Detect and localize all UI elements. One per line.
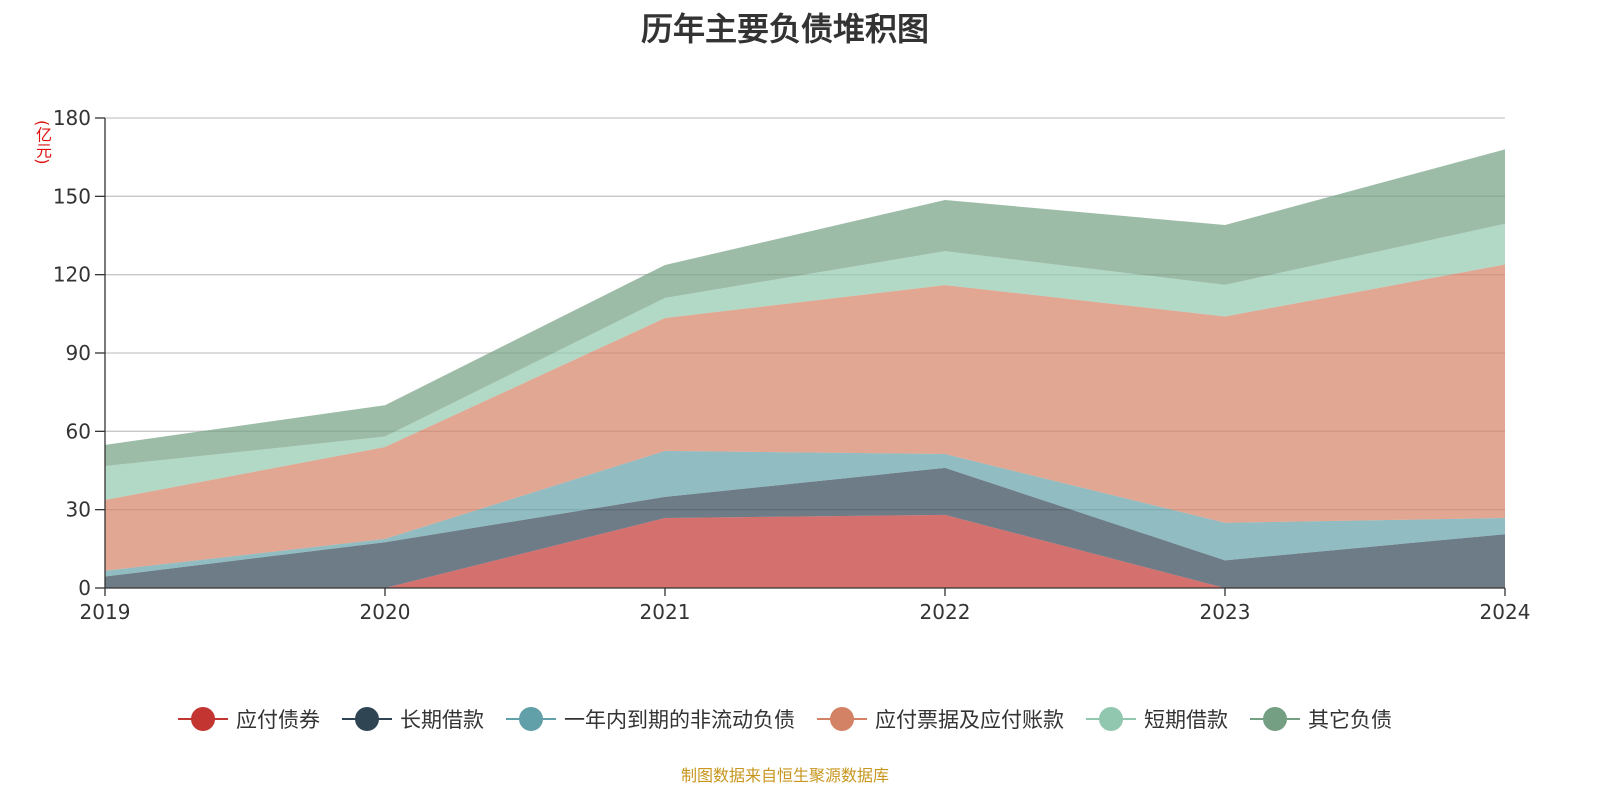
- legend-marker-icon: [342, 705, 392, 733]
- area-5: [105, 149, 1505, 467]
- x-tick-label: 2024: [1480, 600, 1531, 624]
- y-tick-label: 150: [53, 184, 91, 208]
- legend-label: 一年内到期的非流动负债: [564, 708, 795, 732]
- x-tick-label: 2019: [80, 600, 131, 624]
- y-tick-label: 0: [78, 576, 91, 600]
- legend-item[interactable]: 一年内到期的非流动负债: [506, 704, 795, 734]
- legend-label: 应付债券: [236, 708, 320, 732]
- chart-title: 历年主要负债堆积图: [640, 10, 929, 48]
- x-tick-label: 2021: [640, 600, 691, 624]
- x-tick-label: 2023: [1200, 600, 1251, 624]
- x-tick-label: 2022: [920, 600, 971, 624]
- y-tick-label: 120: [53, 263, 91, 287]
- legend-marker-icon: [1250, 705, 1300, 733]
- legend: 应付债券 长期借款 一年内到期的非流动负债 应付票据及应付账款 短期借款 其它负债: [0, 704, 1570, 734]
- legend-item[interactable]: 其它负债: [1250, 704, 1392, 734]
- area-series: [105, 149, 1505, 588]
- legend-label: 短期借款: [1144, 708, 1228, 732]
- legend-marker-icon: [506, 705, 556, 733]
- legend-item[interactable]: 应付债券: [178, 704, 320, 734]
- legend-label: 其它负债: [1308, 708, 1392, 732]
- area-2: [105, 450, 1505, 577]
- y-tick-label: 30: [66, 498, 91, 522]
- legend-marker-icon: [178, 705, 228, 733]
- area-3: [105, 264, 1505, 571]
- x-tick-label: 2020: [360, 600, 411, 624]
- stacked-area-chart: 0 30 60 90 120 150 180 2019 2020 2021 2022 2023 2024: [53, 106, 1531, 624]
- y-tick-label: 90: [66, 341, 91, 365]
- axes: 0 30 60 90 120 150 180 2019 2020 2021 2022 2023 2024: [53, 106, 1531, 624]
- legend-item[interactable]: 长期借款: [342, 704, 484, 734]
- legend-label: 应付票据及应付账款: [875, 708, 1064, 732]
- area-1: [105, 467, 1505, 588]
- y-tick-label: 180: [53, 106, 91, 130]
- legend-marker-icon: [817, 705, 867, 733]
- legend-label: 长期借款: [400, 708, 484, 732]
- legend-marker-icon: [1086, 705, 1136, 733]
- legend-item[interactable]: 短期借款: [1086, 704, 1228, 734]
- y-tick-label: 60: [66, 419, 91, 443]
- area-4: [105, 223, 1505, 501]
- legend-item[interactable]: 应付票据及应付账款: [817, 704, 1064, 734]
- y-axis-unit-label: (亿元): [33, 120, 52, 165]
- source-note: 制图数据来自恒生聚源数据库: [680, 766, 889, 785]
